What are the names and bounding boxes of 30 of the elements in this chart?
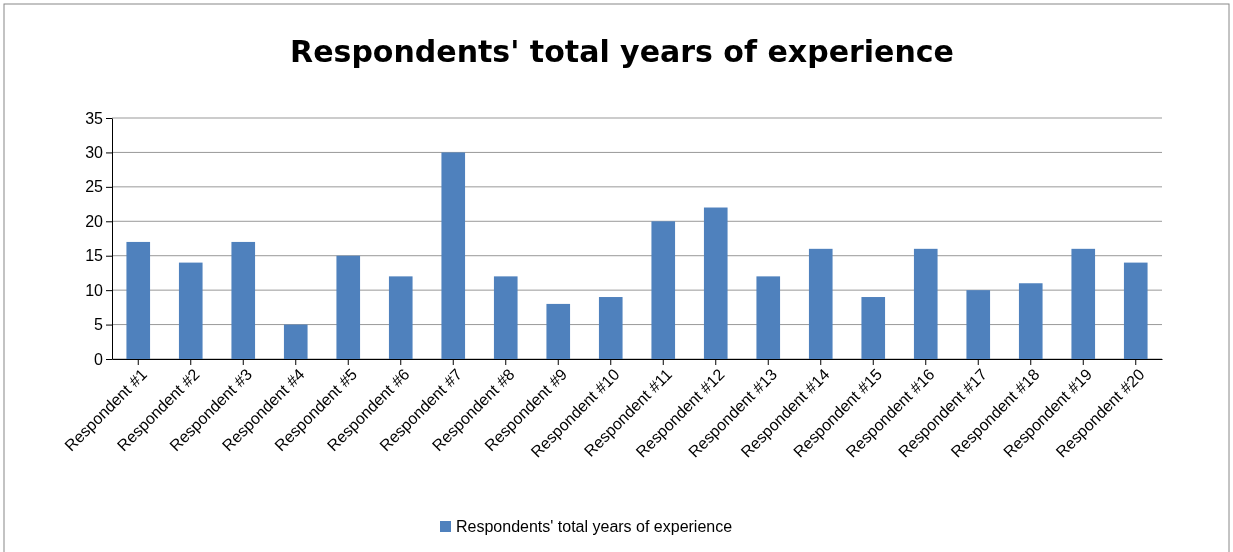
y-tick-label: 35 xyxy=(85,109,104,127)
bar xyxy=(231,241,256,359)
bar xyxy=(651,221,676,359)
bar xyxy=(598,297,623,359)
y-tick-label: 25 xyxy=(85,178,104,196)
bar xyxy=(966,290,991,359)
bar xyxy=(283,324,308,359)
y-tick-label: 15 xyxy=(85,247,104,265)
y-tick-label: 5 xyxy=(94,316,104,334)
bar xyxy=(336,255,361,359)
bar xyxy=(756,276,781,359)
bar xyxy=(493,276,518,359)
bar xyxy=(913,248,938,359)
bar xyxy=(808,248,833,359)
bar xyxy=(178,262,203,359)
y-tick-label: 30 xyxy=(85,144,104,162)
bar xyxy=(388,276,413,359)
y-tick-label: 20 xyxy=(85,212,104,230)
bar xyxy=(703,207,728,359)
bar xyxy=(126,241,151,359)
bar xyxy=(1123,262,1148,359)
bar xyxy=(441,152,466,359)
bar xyxy=(1071,248,1096,359)
y-tick-label: 10 xyxy=(85,281,104,299)
legend-label: Respondents' total years of experience xyxy=(456,518,733,535)
bar xyxy=(861,297,886,359)
y-tick-label: 0 xyxy=(94,350,104,368)
bar xyxy=(1018,283,1043,359)
chart-title: Respondents' total years of experience xyxy=(290,34,954,69)
bar xyxy=(546,303,571,359)
